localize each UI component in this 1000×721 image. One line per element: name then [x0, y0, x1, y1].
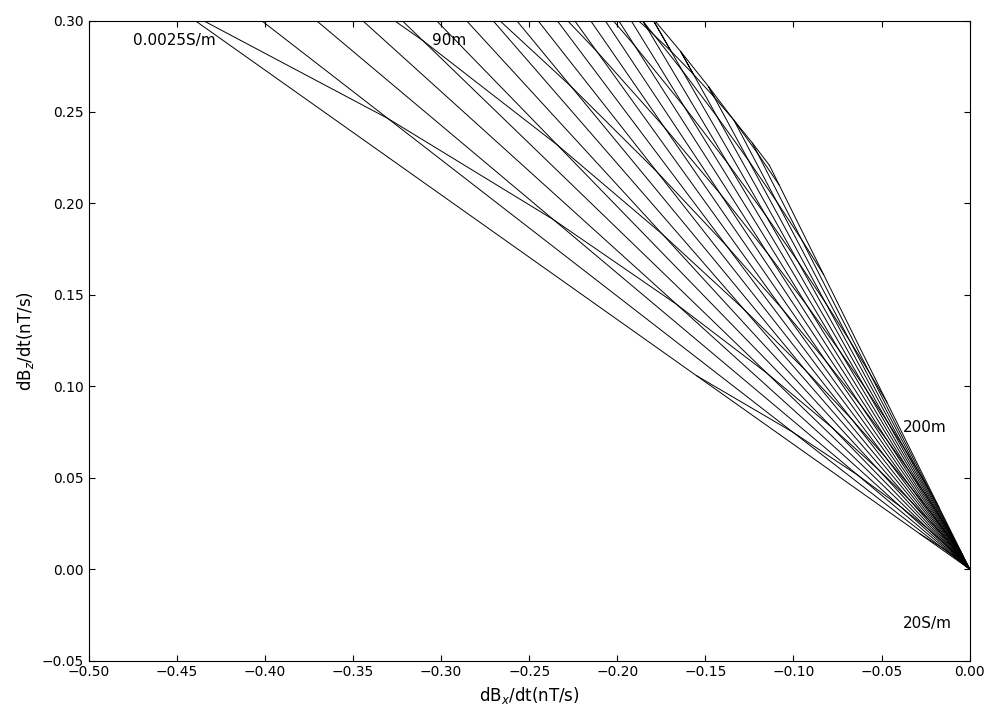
Text: 20S/m: 20S/m — [903, 616, 952, 631]
Text: 0.0025S/m: 0.0025S/m — [133, 33, 215, 48]
X-axis label: dB$_x$/dt(nT/s): dB$_x$/dt(nT/s) — [479, 685, 580, 706]
Text: 200m: 200m — [903, 420, 946, 435]
Y-axis label: dB$_z$/dt(nT/s): dB$_z$/dt(nT/s) — [15, 291, 36, 391]
Text: 90m: 90m — [432, 33, 467, 48]
